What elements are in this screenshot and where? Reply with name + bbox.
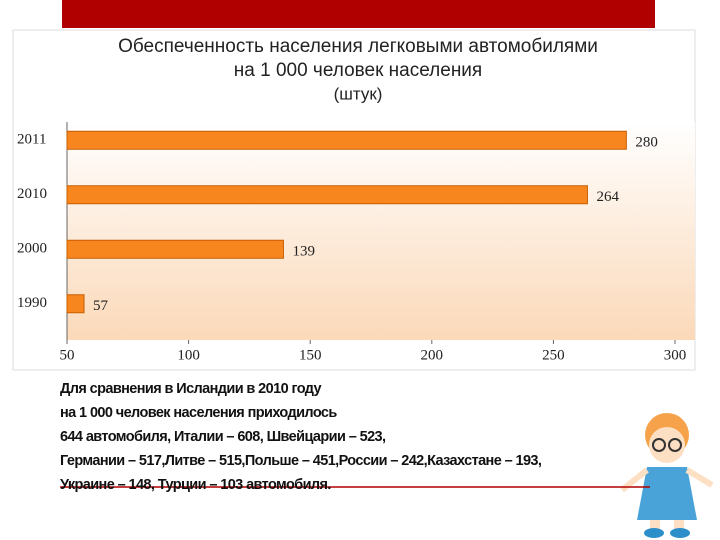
x-tick-label: 200 bbox=[421, 347, 444, 363]
y-tick-label: 2000 bbox=[17, 241, 47, 257]
x-tick-label: 150 bbox=[299, 347, 322, 363]
value-label: 264 bbox=[596, 189, 619, 205]
bar bbox=[66, 185, 588, 205]
bar bbox=[66, 294, 85, 314]
chart-title: Обеспеченность населения легковыми автом… bbox=[118, 36, 598, 57]
note-line: на 1 000 человек населения приходилось bbox=[60, 405, 337, 421]
y-tick-label: 1990 bbox=[17, 295, 47, 311]
note-line: Германии – 517,Литве – 515,Польше – 451,… bbox=[60, 453, 542, 469]
note-line: Для сравнения в Исландии в 2010 году bbox=[60, 381, 322, 397]
value-label: 57 bbox=[93, 298, 109, 314]
plot-area bbox=[67, 122, 695, 340]
x-tick-label: 50 bbox=[60, 347, 75, 363]
bar bbox=[66, 130, 627, 150]
x-tick-label: 250 bbox=[542, 347, 565, 363]
character bbox=[612, 405, 720, 540]
x-tick-label: 300 bbox=[664, 347, 687, 363]
note-line: Украине – 148, Турции – 103 автомобиля. bbox=[60, 477, 331, 493]
note-line: 644 автомобиля, Италии – 608, Швейцарии … bbox=[60, 429, 386, 445]
value-label: 280 bbox=[635, 135, 658, 151]
value-label: 139 bbox=[292, 244, 315, 260]
chart-title: на 1 000 человек населения bbox=[234, 60, 482, 81]
header-band bbox=[62, 0, 655, 28]
y-tick-label: 2010 bbox=[17, 186, 47, 202]
chart-subtitle: (штук) bbox=[334, 84, 383, 103]
x-tick-label: 100 bbox=[177, 347, 200, 363]
y-tick-label: 2011 bbox=[17, 132, 46, 148]
bar bbox=[66, 239, 284, 259]
note: Для сравнения в Исландии в 2010 году на … bbox=[60, 377, 542, 497]
